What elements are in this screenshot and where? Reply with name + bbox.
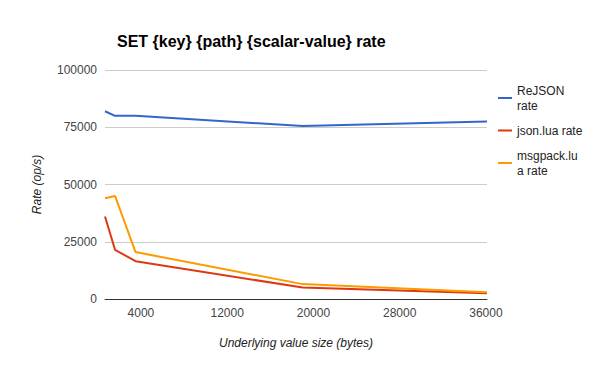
svg-text:12000: 12000 <box>210 306 244 320</box>
svg-text:json.lua rate: json.lua rate <box>516 124 583 138</box>
svg-text:50000: 50000 <box>64 178 98 192</box>
svg-text:a rate: a rate <box>517 164 548 178</box>
svg-text:rate: rate <box>517 99 538 113</box>
svg-text:25000: 25000 <box>64 235 98 249</box>
svg-text:100000: 100000 <box>57 63 97 77</box>
svg-text:Rate (op/s): Rate (op/s) <box>30 155 44 214</box>
svg-text:ReJSON: ReJSON <box>517 84 568 98</box>
svg-text:SET {key} {path} {scalar-value: SET {key} {path} {scalar-value} rate <box>117 33 386 50</box>
svg-text:msgpack.lu: msgpack.lu <box>517 149 578 163</box>
svg-text:20000: 20000 <box>297 306 331 320</box>
svg-text:36000: 36000 <box>469 306 503 320</box>
svg-text:4000: 4000 <box>128 306 155 320</box>
svg-text:0: 0 <box>90 292 97 306</box>
svg-text:28000: 28000 <box>383 306 417 320</box>
svg-text:75000: 75000 <box>64 120 98 134</box>
svg-text:Underlying value size (bytes): Underlying value size (bytes) <box>219 336 373 350</box>
